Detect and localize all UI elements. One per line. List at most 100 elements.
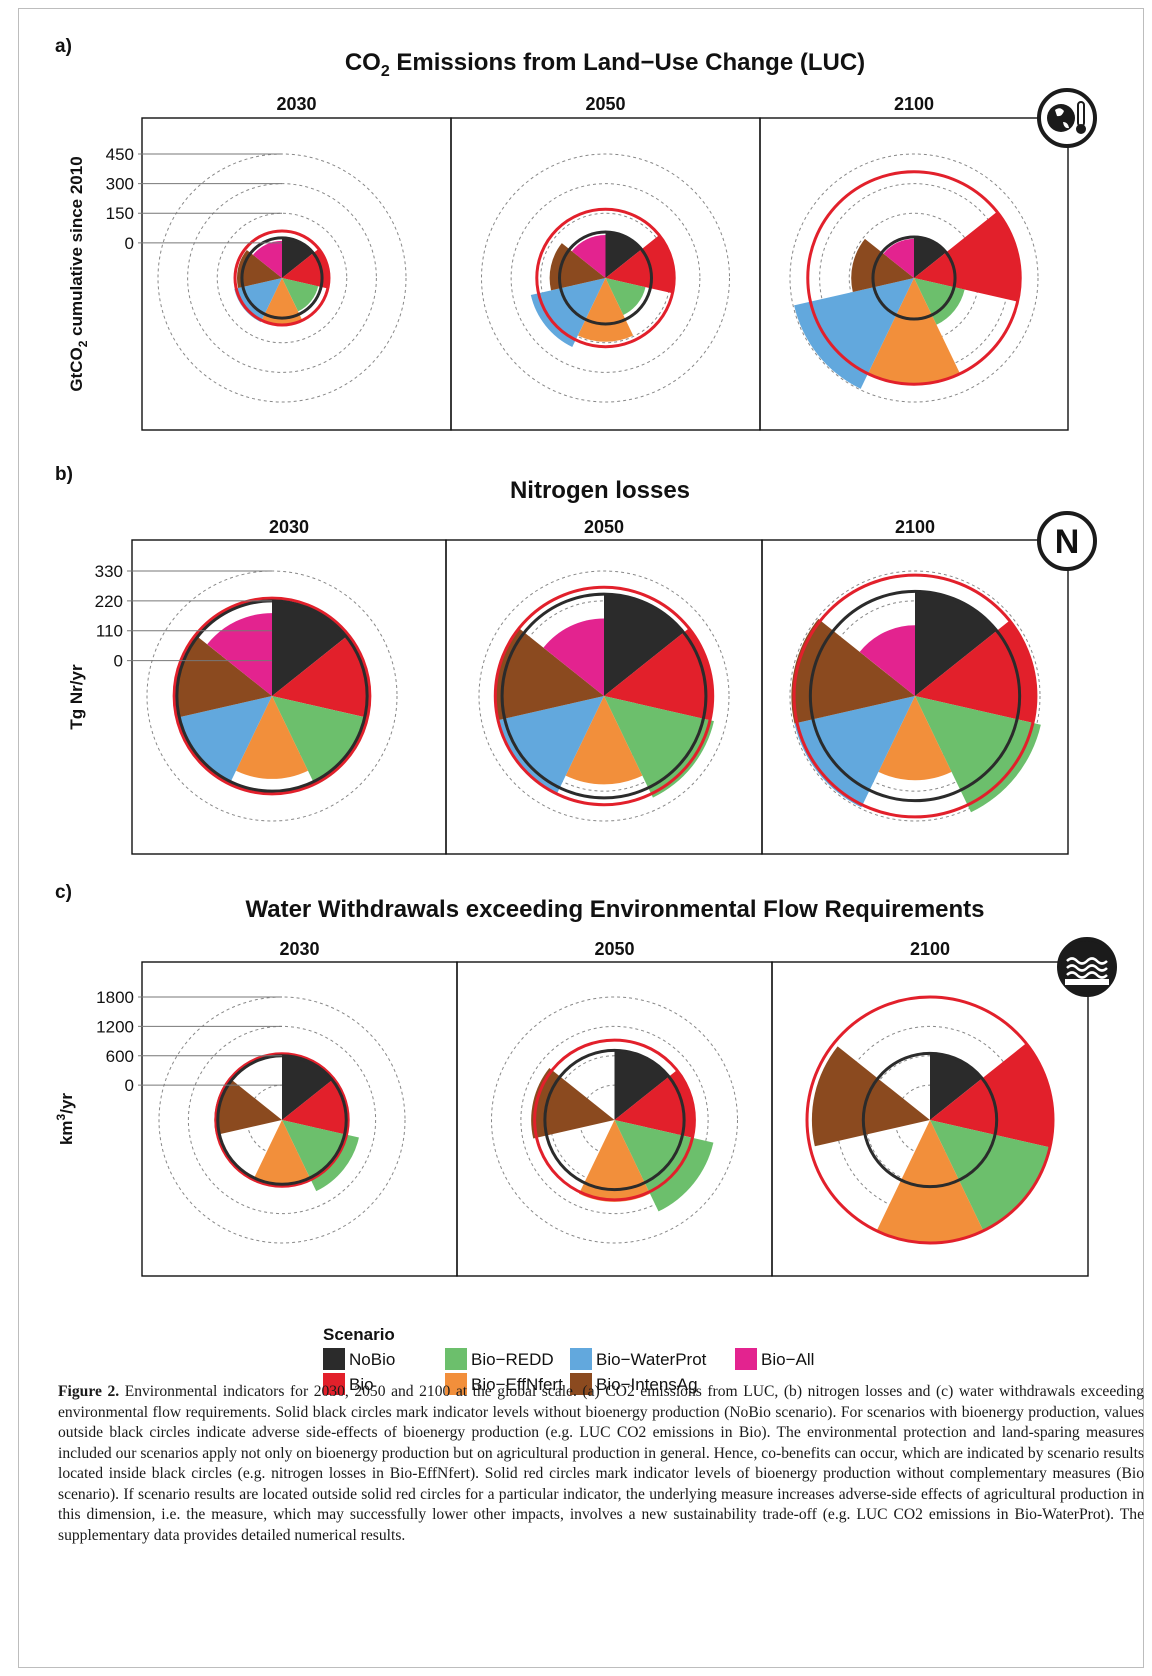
tick-label: 1200 (96, 1017, 134, 1036)
bio-ring (535, 207, 676, 349)
legend-item: Bio−REDD (445, 1348, 554, 1370)
bio-ring (533, 1038, 696, 1202)
panel-year: 2100 (910, 939, 950, 959)
globe-thermometer-icon (1037, 88, 1097, 148)
panel-year: 2050 (585, 94, 625, 114)
wedge-bio-all (571, 234, 606, 278)
tick-label: 220 (95, 592, 123, 611)
wedge-nobio (614, 1050, 669, 1120)
nobio-ring (500, 592, 708, 800)
grid-circle (789, 570, 1041, 822)
caption-text: Environmental indicators for 2030, 2050 … (58, 1383, 1145, 1544)
y-axis-label: Tg Nr/yr (67, 664, 86, 730)
legend-item: Bio−EffNfert (445, 1373, 563, 1395)
panel-2050: 2050 (456, 939, 773, 1277)
bio-ring (805, 995, 1055, 1245)
legend-item: NoBio (323, 1348, 395, 1370)
legend-label: NoBio (349, 1350, 395, 1369)
thermometer-bulb (1076, 124, 1086, 134)
panel-2050: 2050 (445, 517, 763, 855)
wedge-bio-effnfert (867, 278, 961, 385)
tick-label: 330 (95, 562, 123, 581)
chart-row-3: c) Water Withdrawals exceeding Environmen… (54, 882, 1117, 1277)
wedge-bio-effnfert (578, 1120, 651, 1202)
panel-year: 2050 (584, 517, 624, 537)
wedge-bio-all (859, 625, 915, 696)
nobio-ring (558, 230, 653, 326)
chart-title: Water Withdrawals exceeding Environmenta… (245, 896, 984, 923)
tick-label: 0 (125, 1076, 134, 1095)
wedge-nobio (914, 236, 947, 278)
wedge-nobio (604, 594, 684, 696)
bio-ring (493, 585, 715, 807)
wedge-bio-all (883, 238, 914, 278)
panel-label: c) (55, 882, 72, 903)
legend-swatch (570, 1348, 592, 1370)
tick-label: 450 (106, 145, 134, 164)
legend-swatch (323, 1373, 345, 1395)
wedge-nobio (605, 232, 642, 278)
wedge-bio-intensag (531, 1068, 615, 1139)
wedge-bio-all (252, 240, 282, 278)
tick-label: 0 (114, 652, 123, 671)
nitrogen-letter: N (1055, 523, 1080, 561)
panel-2030: 2030 (138, 94, 452, 431)
water-wave (1066, 964, 1108, 972)
wedge-nobio (272, 600, 347, 696)
panel-year: 2100 (894, 94, 934, 114)
grid-circle (491, 996, 738, 1244)
tick-label: 600 (106, 1047, 134, 1066)
bio-ring (792, 573, 1038, 819)
globe-shape (1047, 104, 1075, 132)
wedge-bio-redd (614, 1120, 714, 1212)
water-base (1065, 979, 1109, 985)
wedge-bio-redd (604, 696, 714, 798)
panel-year: 2030 (279, 939, 319, 959)
panel-2030: 2030 (138, 939, 458, 1277)
panel-label: a) (55, 36, 72, 57)
wedge-bio-effnfert (253, 1120, 311, 1187)
thermometer-tube (1077, 101, 1085, 127)
panel-label: b) (55, 464, 73, 485)
panel-2050: 2050 (450, 94, 761, 431)
legend-swatch (735, 1348, 757, 1370)
wedge-bio (914, 211, 1021, 302)
wedge-bio-redd (605, 278, 646, 315)
chart-title: CO2 Emissions from Land−Use Change (LUC) (345, 49, 865, 80)
bio-ring (806, 170, 1022, 386)
wedge-bio-redd (915, 696, 1041, 813)
chart-row-1: a) CO2 Emissions from Land−Use Change (LU… (55, 36, 1097, 431)
panel-2030: 2030 (127, 517, 447, 855)
tick-label: 150 (106, 204, 134, 223)
tick-label: 1800 (96, 988, 134, 1007)
wedge-bio (282, 1078, 349, 1135)
wedge-nobio (915, 591, 997, 696)
legend-item: Bio−IntensAg (570, 1373, 698, 1395)
y-axis-label: GtCO2 cumulative since 2010 (67, 156, 90, 391)
tick-label: 300 (106, 175, 134, 194)
wedge-bio-all (543, 618, 604, 696)
water-wave (1066, 957, 1108, 965)
wedge-bio (272, 634, 370, 718)
icon-ring (1037, 511, 1097, 571)
nobio-ring (543, 1048, 686, 1192)
grid-circle (520, 1025, 709, 1215)
legend-title: Scenario (323, 1325, 395, 1344)
grid-circle (510, 183, 701, 373)
wedge-bio-waterprot (530, 278, 606, 348)
legend-label: Bio−REDD (471, 1350, 554, 1369)
grid-circle (158, 996, 406, 1244)
legend-item: Bio (323, 1373, 374, 1395)
wedge-bio-redd (282, 278, 319, 312)
wedge-bio-intensag (549, 243, 606, 291)
nobio-ring (861, 1051, 999, 1189)
legend-item: Bio−WaterProt (570, 1348, 707, 1370)
figure-frame (18, 8, 1144, 1668)
panel-year: 2100 (895, 517, 935, 537)
grid-circle (216, 212, 348, 344)
legend-item: Bio−All (735, 1348, 814, 1370)
water-wave (1066, 971, 1108, 979)
grid-circle (478, 570, 730, 822)
tick-label: 110 (96, 622, 123, 641)
figure-caption: Figure 2. Environmental indicators for 2… (58, 1382, 1144, 1546)
